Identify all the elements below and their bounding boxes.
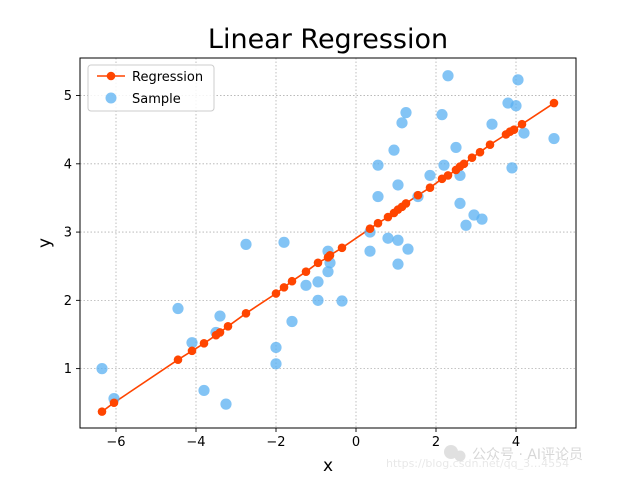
regression-point [401, 199, 411, 208]
chart-title: Linear Regression [208, 24, 448, 55]
sample-point [424, 169, 436, 182]
data-layer [96, 70, 560, 416]
sample-point [278, 236, 290, 248]
sample-point [270, 341, 282, 354]
regression-point [223, 321, 233, 331]
sample-point [512, 74, 524, 86]
sample-point [96, 363, 108, 375]
sample-point [336, 295, 348, 307]
sample-point [486, 118, 498, 130]
watermark-line1: 公众号 · AI评论员 [472, 447, 583, 463]
y-tick-label: 1 [64, 362, 72, 377]
regression-point [475, 147, 485, 157]
x-tick-label: −4 [186, 435, 205, 450]
sample-point [220, 398, 232, 410]
sample-point [460, 219, 472, 231]
sample-point [454, 197, 466, 210]
sample-point [312, 276, 324, 288]
legend-label-regression: Regression [132, 70, 203, 85]
sample-point [392, 234, 404, 246]
watermark-line2: https://blog.csdn.net/qq_3…4554 [386, 457, 569, 470]
chart-legend: Regression Sample [87, 64, 215, 112]
sample-point [438, 159, 450, 171]
sample-point [396, 117, 408, 129]
regression-point [425, 183, 435, 193]
regression-point [241, 309, 251, 318]
regression-point [365, 224, 375, 233]
sample-point [172, 302, 184, 315]
regression-point [279, 283, 289, 292]
sample-point [270, 358, 282, 370]
regression-point [97, 407, 107, 416]
y-tick-label: 3 [64, 226, 72, 241]
sample-point [400, 107, 412, 119]
y-tick-label: 2 [64, 294, 72, 309]
sample-point [402, 243, 414, 255]
sample-point [510, 100, 522, 112]
regression-point [199, 339, 209, 348]
sample-point [286, 315, 298, 328]
axis-ticks: −6 −4 −2 0 2 4 1 2 3 4 5 [64, 89, 520, 450]
sample-point [240, 238, 252, 250]
y-tick-label: 4 [64, 157, 72, 172]
regression-point [459, 159, 469, 169]
regression-point [485, 140, 495, 149]
wechat-icon-bubble [454, 450, 466, 462]
y-axis-label: y [35, 238, 55, 248]
regression-point [517, 119, 527, 129]
sample-point [312, 294, 324, 306]
y-tick-label: 5 [64, 89, 72, 104]
grid-lines [80, 58, 576, 428]
sample-point [442, 70, 454, 82]
sample-point [198, 384, 210, 397]
regression-point [383, 212, 393, 222]
regression-point [373, 218, 383, 228]
sample-point [186, 337, 198, 349]
sample-point [388, 144, 400, 156]
regression-point [413, 190, 423, 200]
regression-point [549, 98, 559, 108]
regression-point [173, 355, 183, 365]
sample-point [476, 213, 488, 225]
sample-point [506, 162, 518, 174]
regression-point [301, 267, 311, 276]
regression-point [325, 250, 335, 260]
regression-point [287, 276, 297, 286]
legend-regression-marker [106, 71, 116, 81]
regression-point [109, 398, 119, 408]
watermark: 公众号 · AI评论员 https://blog.csdn.net/qq_3…4… [386, 445, 583, 470]
sample-point [392, 258, 404, 270]
sample-point [214, 310, 226, 322]
sample-point [382, 232, 394, 244]
legend-sample-marker [105, 92, 117, 104]
regression-point [215, 328, 225, 337]
x-tick-label: 4 [512, 435, 520, 450]
sample-point [372, 190, 384, 203]
x-tick-label: −2 [266, 435, 285, 450]
sample-point [450, 141, 462, 154]
x-tick-label: 0 [352, 435, 360, 450]
regression-point [313, 258, 323, 268]
sample-point [322, 266, 334, 278]
x-axis-label: x [323, 456, 333, 476]
sample-point [518, 127, 530, 139]
sample-point [364, 245, 376, 257]
plot-area [79, 57, 577, 429]
regression-point [187, 346, 197, 356]
sample-point [372, 159, 384, 171]
sample-point [548, 132, 560, 145]
wechat-icon [444, 445, 458, 459]
x-tick-label: −6 [106, 435, 125, 450]
regression-point [443, 171, 453, 180]
x-tick-label: 2 [432, 435, 440, 450]
regression-point [467, 153, 477, 162]
sample-point [392, 179, 404, 191]
sample-point [300, 279, 312, 291]
legend-label-sample: Sample [132, 92, 181, 107]
sample-point [436, 109, 448, 121]
regression-point [337, 243, 347, 253]
regression-point [271, 289, 281, 298]
regression-point [509, 125, 519, 134]
